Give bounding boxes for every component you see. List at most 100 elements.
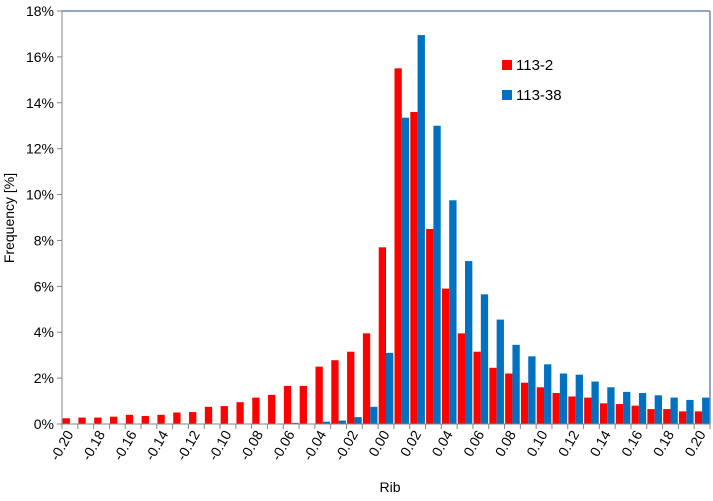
bar-113-38-0.11 [560,374,567,424]
bar-113-2--0.06 [284,386,291,424]
bar-113-2-0.19 [679,411,686,424]
x-tick-label: 0.08 [492,427,520,459]
x-tick-label: -0.14 [142,427,172,463]
bar-113-2-0.20 [695,411,702,424]
bar-113-2-0.16 [632,406,639,424]
y-tick-label: 8% [34,232,54,248]
x-tick-label: 0.10 [523,427,551,459]
bar-113-2-0.08 [505,374,512,424]
legend-label-113-2: 113-2 [516,57,553,74]
bar-113-2--0.15 [142,416,149,424]
bar-113-2-0.15 [616,404,623,424]
x-tick-label: 0.00 [365,427,393,459]
bar-113-2--0.14 [157,415,164,424]
bar-113-2-0.04 [442,289,449,424]
x-tick-label: -0.06 [268,427,298,463]
y-tick-label: 18% [26,3,54,19]
x-tick-label: 0.20 [681,427,709,459]
bar-113-2--0.09 [236,402,243,424]
bar-113-38-0.12 [576,375,583,424]
bar-113-2--0.10 [221,406,228,424]
bar-113-2--0.03 [331,360,338,424]
legend: 113-2 113-38 [502,57,562,104]
x-tick-label: 0.04 [428,427,456,459]
bar-113-38-0.06 [481,294,488,424]
bar-113-2--0.11 [205,407,212,424]
x-tick-label: -0.20 [47,427,77,463]
bar-113-2-0.02 [410,112,417,424]
bar-113-38--0.02 [354,417,361,424]
x-tick-label: -0.02 [331,427,361,463]
bar-113-38-0.17 [655,395,662,424]
legend-label-113-38: 113-38 [516,87,562,104]
bar-113-38-0.10 [544,364,551,424]
bar-113-38-0.04 [449,200,456,424]
bar-113-38-0.05 [465,261,472,424]
bar-113-2--0.17 [110,417,117,424]
bar-113-2-0.03 [426,229,433,424]
x-tick-label: -0.08 [236,427,266,463]
bar-113-2--0.08 [252,398,259,424]
bar-113-38-0.20 [702,398,709,424]
x-tick-label: 0.14 [586,427,614,459]
bars [63,35,710,424]
bar-113-2-0.17 [647,409,654,424]
bar-113-2-0.05 [458,333,465,424]
y-tick-label: 6% [34,278,54,294]
bar-113-2-0.06 [474,352,481,424]
bar-113-2--0.13 [173,413,180,424]
x-tick-label: -0.18 [78,427,108,463]
legend-swatch-113-38 [502,90,512,100]
bar-113-2--0.19 [78,418,85,424]
bar-113-2-0.01 [395,68,402,424]
bar-113-38-0.15 [623,392,630,424]
bar-113-38-0.14 [607,387,614,424]
bar-113-38-0.07 [497,320,504,424]
bar-113-38-0.01 [402,118,409,424]
y-tick-label: 0% [34,416,54,432]
y-tick-label: 16% [26,49,54,65]
x-tick-label: 0.12 [555,427,583,459]
bar-113-2-0.13 [584,398,591,424]
bar-113-2-0.09 [521,383,528,424]
bar-113-38-0.16 [639,393,646,424]
x-tick-label: 0.02 [397,427,425,459]
bar-113-2-0.00 [379,247,386,424]
bar-113-38-0.19 [686,400,693,424]
bar-113-2--0.20 [63,418,70,424]
bar-113-2-0.12 [568,396,575,424]
y-tick-label: 14% [26,95,54,111]
x-tick-label: -0.10 [205,427,235,463]
x-tick-label: -0.04 [300,427,330,463]
legend-swatch-113-2 [502,60,512,70]
bar-113-2--0.05 [300,386,307,424]
bar-113-2-0.11 [553,393,560,424]
y-tick-label: 4% [34,324,54,340]
bar-113-2--0.02 [347,352,354,424]
bar-113-2--0.04 [315,367,322,424]
bar-113-38-0.18 [670,398,677,424]
y-axis-label: Frequency [%] [1,173,17,263]
bar-113-2--0.07 [268,395,275,424]
bar-113-2--0.01 [363,333,370,424]
y-tick-label: 2% [34,370,54,386]
bar-113-38-0.02 [418,35,425,424]
x-tick-label: -0.12 [173,427,203,463]
bar-113-2--0.18 [94,418,101,424]
y-tick-label: 12% [26,141,54,157]
bar-113-38--0.03 [339,421,346,424]
y-tick-label: 10% [26,187,54,203]
x-tick-label: -0.16 [110,427,140,463]
x-tick-label: 0.06 [460,427,488,459]
x-axis-label: Rib [379,479,400,495]
bar-113-2-0.18 [663,409,670,424]
bar-113-2-0.07 [489,368,496,424]
x-tick-label: 0.18 [650,427,678,459]
bar-113-38-0.00 [386,353,393,424]
bar-113-2--0.16 [126,415,133,424]
bar-113-38-0.09 [528,356,535,424]
bar-113-38-0.13 [591,382,598,424]
x-tick-label: 0.16 [618,427,646,459]
bar-113-38--0.01 [370,407,377,424]
